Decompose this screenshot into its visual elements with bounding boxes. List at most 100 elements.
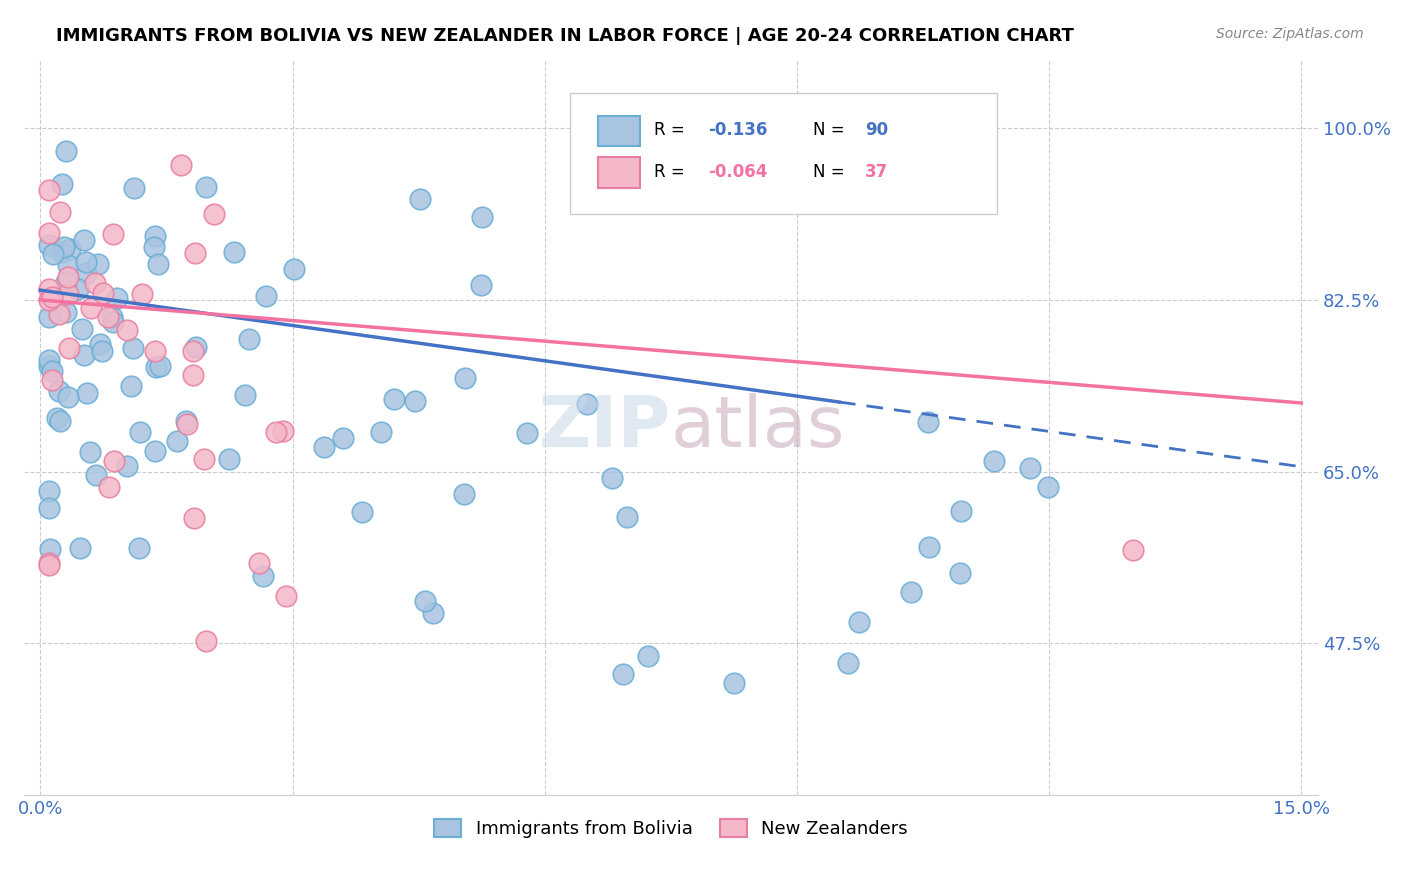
Point bbox=[238, 332, 260, 346]
Point bbox=[314, 440, 336, 454]
Text: N =: N = bbox=[813, 163, 851, 181]
Point bbox=[183, 510, 205, 524]
Point bbox=[252, 569, 274, 583]
Point bbox=[181, 343, 204, 358]
Point bbox=[409, 192, 432, 206]
Point bbox=[38, 293, 60, 308]
Text: Source: ZipAtlas.com: Source: ZipAtlas.com bbox=[1216, 27, 1364, 41]
Point bbox=[1036, 480, 1059, 494]
Point bbox=[45, 411, 67, 425]
Point bbox=[55, 144, 77, 158]
Point bbox=[38, 184, 60, 198]
Point bbox=[1018, 461, 1040, 475]
Point bbox=[837, 656, 859, 670]
Point bbox=[193, 451, 215, 466]
Point bbox=[422, 606, 444, 620]
Point bbox=[176, 417, 198, 431]
Point bbox=[58, 342, 80, 356]
Point bbox=[332, 431, 354, 445]
Point bbox=[79, 445, 101, 459]
Point bbox=[73, 233, 96, 247]
Point bbox=[38, 501, 60, 516]
Point bbox=[247, 556, 270, 570]
Text: -0.136: -0.136 bbox=[709, 121, 768, 139]
Point bbox=[75, 255, 97, 269]
Point bbox=[143, 343, 166, 358]
Point bbox=[276, 589, 298, 603]
Point bbox=[52, 240, 75, 254]
Point bbox=[39, 541, 62, 556]
Point bbox=[70, 322, 93, 336]
Point bbox=[59, 242, 82, 256]
Text: R =: R = bbox=[654, 163, 690, 181]
Point bbox=[120, 379, 142, 393]
Point bbox=[184, 340, 207, 354]
Point bbox=[97, 310, 120, 324]
Point bbox=[413, 594, 436, 608]
Point bbox=[41, 373, 63, 387]
Point bbox=[166, 434, 188, 449]
Point bbox=[38, 353, 60, 368]
Point bbox=[73, 348, 96, 362]
Point bbox=[195, 180, 218, 194]
Point bbox=[103, 454, 125, 468]
Point bbox=[67, 282, 90, 296]
Point bbox=[170, 158, 193, 172]
Text: R =: R = bbox=[654, 121, 690, 139]
Point bbox=[84, 467, 107, 482]
Point bbox=[271, 424, 294, 438]
Point bbox=[101, 227, 124, 242]
Point bbox=[122, 341, 145, 355]
Point bbox=[350, 505, 373, 519]
Point bbox=[55, 305, 77, 319]
Point bbox=[42, 246, 65, 260]
Point bbox=[51, 245, 73, 260]
Point bbox=[142, 240, 165, 254]
Point bbox=[58, 258, 80, 272]
Point bbox=[174, 414, 197, 428]
Point bbox=[983, 454, 1005, 468]
Point bbox=[58, 286, 80, 301]
Point bbox=[516, 425, 538, 440]
Point bbox=[38, 238, 60, 252]
Point bbox=[224, 244, 246, 259]
Point bbox=[38, 558, 60, 573]
Text: ZIP: ZIP bbox=[538, 393, 671, 462]
Point bbox=[917, 415, 939, 429]
Text: atlas: atlas bbox=[671, 393, 845, 462]
Point bbox=[69, 541, 91, 556]
Text: 90: 90 bbox=[865, 121, 889, 139]
Point bbox=[87, 257, 110, 271]
Point bbox=[575, 397, 598, 411]
Point bbox=[195, 634, 218, 648]
Point bbox=[612, 667, 634, 681]
Point bbox=[38, 226, 60, 240]
Point bbox=[122, 181, 145, 195]
Point bbox=[218, 452, 240, 467]
Text: N =: N = bbox=[813, 121, 851, 139]
Bar bbox=[599, 158, 640, 188]
Point bbox=[949, 503, 972, 517]
Point bbox=[115, 459, 138, 474]
Point bbox=[76, 386, 98, 401]
Point bbox=[89, 337, 111, 351]
Point bbox=[56, 391, 79, 405]
Point bbox=[1122, 542, 1144, 557]
Point bbox=[38, 556, 60, 570]
Point bbox=[471, 211, 494, 225]
Point bbox=[129, 425, 152, 439]
Point bbox=[723, 676, 745, 690]
Point bbox=[637, 648, 659, 663]
Point bbox=[149, 359, 172, 373]
Point bbox=[145, 360, 167, 375]
Point bbox=[58, 269, 80, 284]
Point bbox=[900, 585, 922, 599]
Point bbox=[148, 257, 170, 271]
Point bbox=[41, 364, 63, 378]
Point bbox=[100, 310, 122, 325]
Point bbox=[91, 344, 114, 359]
Point bbox=[91, 285, 114, 300]
Text: 37: 37 bbox=[865, 163, 889, 181]
Point bbox=[143, 443, 166, 458]
Legend: Immigrants from Bolivia, New Zealanders: Immigrants from Bolivia, New Zealanders bbox=[427, 812, 915, 846]
